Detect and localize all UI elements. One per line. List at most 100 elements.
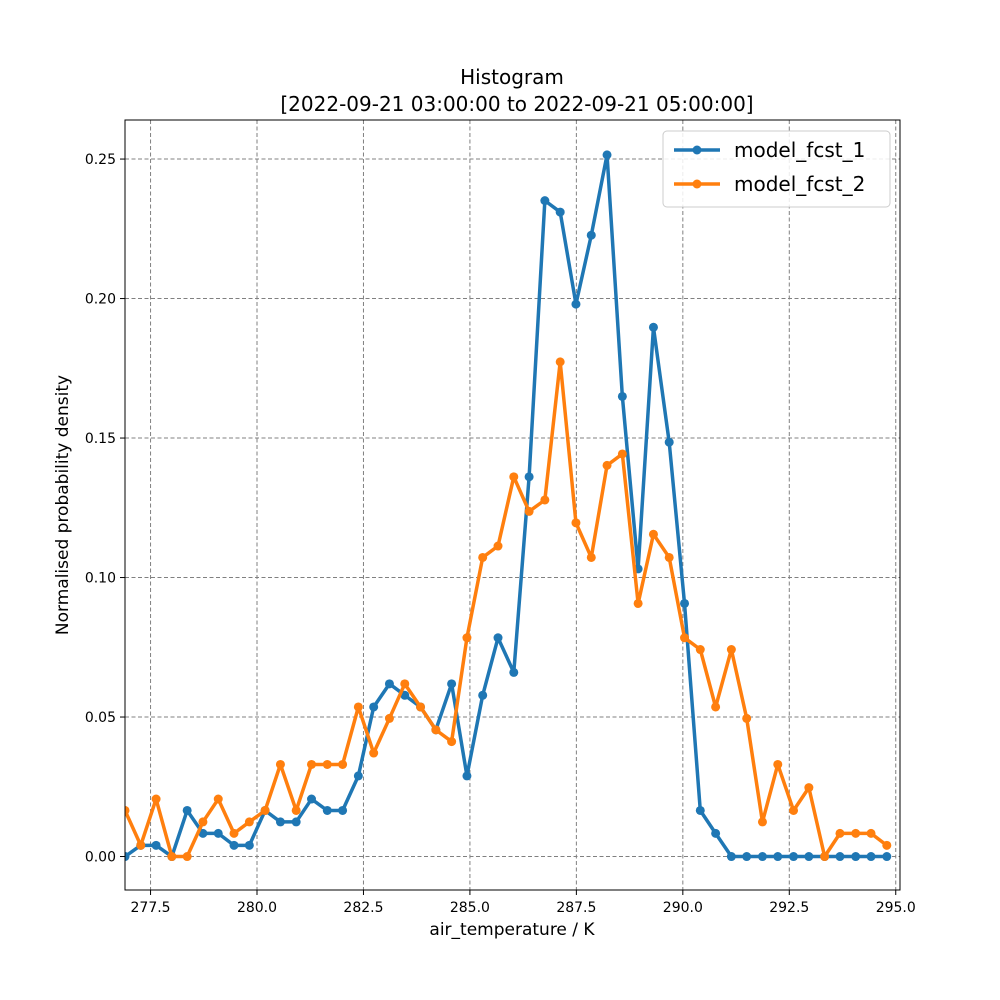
data-point	[322, 805, 332, 815]
y-tick-label: 0.15	[85, 431, 116, 447]
data-point	[742, 852, 752, 862]
legend-swatch-marker	[692, 145, 702, 155]
data-point	[835, 852, 845, 862]
x-tick-label: 287.5	[556, 900, 596, 916]
data-point	[353, 771, 363, 781]
data-point	[742, 713, 752, 723]
data-point	[307, 794, 317, 804]
data-point	[307, 759, 317, 769]
data-point	[648, 529, 658, 539]
data-point	[509, 667, 519, 677]
data-point	[664, 437, 674, 447]
data-point	[586, 552, 596, 562]
data-point	[648, 322, 658, 332]
data-point	[680, 598, 690, 608]
data-point	[431, 725, 441, 735]
data-point	[882, 840, 892, 850]
data-point	[447, 737, 457, 747]
data-point	[789, 852, 799, 862]
plot-area	[125, 120, 900, 890]
data-point	[851, 852, 861, 862]
data-point	[555, 207, 565, 217]
data-point	[540, 196, 550, 206]
data-point	[757, 817, 767, 827]
data-point	[478, 690, 488, 700]
data-point	[493, 541, 503, 551]
x-axis: 277.5 280.0 282.5 285.0 287.5 290.0 292.5 295.0	[131, 890, 916, 916]
data-point	[695, 645, 705, 655]
data-point	[275, 817, 285, 827]
data-point	[151, 794, 161, 804]
data-point	[726, 852, 736, 862]
x-tick-label: 295.0	[876, 900, 916, 916]
data-point	[462, 771, 472, 781]
data-point	[602, 150, 612, 160]
data-point	[213, 794, 223, 804]
data-point	[773, 759, 783, 769]
chart-title: Histogram	[460, 65, 564, 89]
data-point	[447, 679, 457, 689]
data-point	[213, 828, 223, 838]
data-point	[835, 828, 845, 838]
data-point	[571, 299, 581, 309]
y-tick-label: 0.25	[85, 152, 116, 168]
data-point	[711, 828, 721, 838]
data-point	[182, 852, 192, 862]
legend: model_fcst_1 model_fcst_2	[662, 130, 891, 208]
data-point	[757, 852, 767, 862]
data-point	[555, 357, 565, 367]
data-point	[198, 817, 208, 827]
series-model_fcst_2	[125, 357, 892, 862]
data-point	[291, 805, 301, 815]
x-tick-label: 292.5	[769, 900, 809, 916]
data-point	[338, 759, 348, 769]
x-tick-label: 290.0	[663, 900, 703, 916]
axes-border	[124, 119, 901, 891]
series-layer	[125, 150, 892, 862]
y-tick-label: 0.10	[85, 571, 116, 587]
data-point	[602, 460, 612, 470]
data-point	[664, 552, 674, 562]
data-point	[586, 230, 596, 240]
x-tick-label: 285.0	[450, 900, 490, 916]
data-point	[524, 506, 534, 516]
data-point	[866, 828, 876, 838]
data-point	[804, 852, 814, 862]
data-point	[244, 817, 254, 827]
data-point	[524, 472, 534, 482]
data-point	[478, 552, 488, 562]
axes-frame	[124, 119, 901, 891]
data-point	[229, 840, 239, 850]
x-tick-label: 277.5	[131, 900, 171, 916]
y-axis-label: Normalised probability density	[53, 375, 73, 635]
data-point	[151, 840, 161, 850]
data-point	[229, 828, 239, 838]
y-tick-label: 0.00	[85, 850, 116, 866]
data-point	[462, 633, 472, 643]
data-point	[726, 645, 736, 655]
chart-subtitle: [2022-09-21 03:00:00 to 2022-09-21 05:00…	[280, 92, 753, 116]
data-point	[711, 702, 721, 712]
data-point	[617, 449, 627, 459]
data-point	[244, 840, 254, 850]
data-point	[291, 817, 301, 827]
data-point	[866, 852, 876, 862]
data-point	[260, 805, 270, 815]
y-tick-label: 0.20	[85, 292, 116, 308]
data-point	[804, 783, 814, 793]
data-point	[789, 805, 799, 815]
data-point	[882, 852, 892, 862]
y-axis: 0.00 0.05 0.10 0.15 0.20 0.25	[85, 152, 125, 866]
legend-label: model_fcst_2	[734, 172, 865, 196]
data-point	[851, 828, 861, 838]
legend-swatch-marker	[692, 179, 702, 189]
data-point	[820, 852, 830, 862]
data-point	[571, 518, 581, 528]
legend-label: model_fcst_1	[734, 138, 865, 162]
data-point	[540, 495, 550, 505]
data-point	[353, 702, 363, 712]
data-point	[369, 702, 379, 712]
data-point	[136, 840, 146, 850]
data-point	[384, 679, 394, 689]
